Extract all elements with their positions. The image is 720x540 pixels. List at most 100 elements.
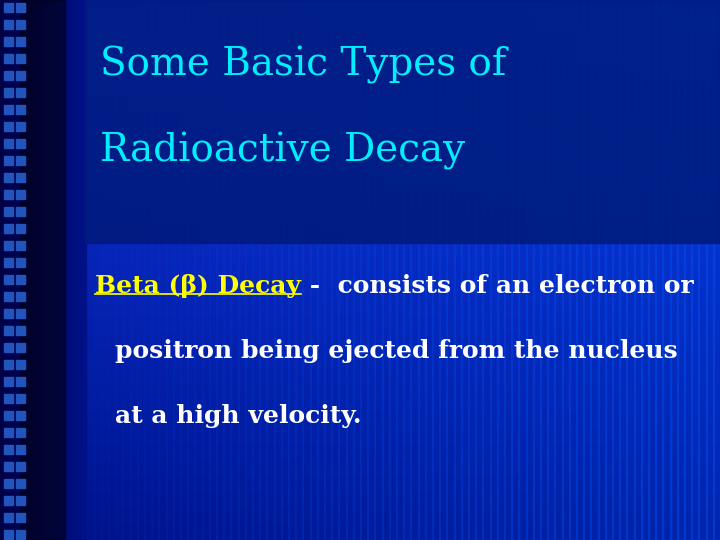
Bar — [72, 0, 80, 540]
Bar — [4, 258, 13, 267]
Bar — [0, 23, 720, 27]
Bar — [0, 204, 720, 208]
Bar — [713, 0, 720, 540]
Bar — [0, 255, 720, 259]
Bar — [0, 188, 720, 192]
Bar — [0, 196, 720, 200]
Bar — [0, 180, 720, 184]
Bar — [0, 166, 720, 170]
Bar — [82, 0, 84, 540]
Bar — [0, 280, 720, 284]
Bar — [14, 0, 22, 540]
Bar — [0, 507, 720, 510]
Bar — [0, 96, 720, 100]
Bar — [130, 0, 138, 540]
Bar — [16, 71, 25, 80]
Bar — [0, 75, 720, 78]
Bar — [16, 343, 25, 352]
Bar — [4, 411, 13, 420]
Bar — [0, 366, 720, 370]
Bar — [540, 0, 548, 540]
Bar — [71, 0, 73, 540]
Bar — [16, 156, 25, 165]
Bar — [0, 226, 720, 230]
Bar — [0, 534, 720, 537]
Bar — [0, 139, 720, 143]
Bar — [0, 326, 720, 329]
Bar — [338, 0, 346, 540]
Bar — [0, 342, 720, 346]
Bar — [0, 474, 720, 478]
Bar — [0, 115, 720, 119]
Bar — [21, 0, 23, 540]
Bar — [684, 0, 692, 540]
Bar — [0, 220, 720, 224]
Bar — [16, 479, 25, 488]
Bar — [0, 331, 720, 335]
Bar — [0, 515, 720, 518]
Bar — [16, 173, 25, 182]
Bar — [0, 350, 720, 354]
Bar — [346, 0, 354, 540]
Bar — [0, 110, 720, 113]
Bar — [9, 0, 11, 540]
Bar — [115, 0, 123, 540]
Bar — [490, 0, 498, 540]
Bar — [0, 2, 720, 5]
Bar — [4, 275, 13, 284]
Bar — [16, 105, 25, 114]
Bar — [0, 363, 720, 367]
Bar — [79, 0, 81, 540]
Bar — [94, 0, 102, 540]
Bar — [698, 0, 706, 540]
Bar — [0, 417, 720, 421]
Bar — [0, 285, 720, 289]
Bar — [61, 0, 63, 540]
Bar — [4, 394, 13, 403]
Bar — [0, 345, 720, 348]
Bar — [0, 183, 720, 186]
Bar — [8, 0, 10, 540]
Bar — [0, 126, 720, 130]
Bar — [52, 0, 54, 540]
Bar — [27, 0, 29, 540]
Bar — [605, 0, 613, 540]
Bar — [0, 69, 720, 73]
Bar — [16, 496, 25, 505]
Bar — [0, 39, 720, 43]
Bar — [634, 0, 642, 540]
Bar — [0, 369, 720, 373]
Bar — [16, 88, 25, 97]
Bar — [16, 275, 25, 284]
Bar — [4, 360, 13, 369]
Bar — [4, 37, 13, 46]
Bar — [53, 0, 55, 540]
Bar — [0, 412, 720, 416]
Bar — [317, 0, 325, 540]
Bar — [74, 0, 76, 540]
Bar — [4, 445, 13, 454]
Bar — [4, 326, 13, 335]
Bar — [0, 328, 720, 332]
Bar — [0, 399, 720, 402]
Bar — [0, 334, 720, 338]
Text: positron being ejected from the nucleus: positron being ejected from the nucleus — [115, 339, 678, 363]
Bar — [0, 469, 720, 472]
Bar — [0, 477, 720, 481]
Bar — [0, 480, 720, 483]
Bar — [12, 0, 14, 540]
Bar — [4, 462, 13, 471]
Bar — [518, 0, 526, 540]
Bar — [151, 0, 159, 540]
Bar — [0, 312, 720, 316]
Bar — [4, 530, 13, 539]
Bar — [49, 0, 51, 540]
Bar — [0, 520, 720, 524]
Bar — [0, 31, 720, 35]
Bar — [310, 0, 318, 540]
Bar — [0, 118, 720, 122]
Bar — [41, 0, 43, 540]
Bar — [0, 134, 720, 138]
Bar — [0, 123, 720, 127]
Bar — [0, 528, 720, 532]
